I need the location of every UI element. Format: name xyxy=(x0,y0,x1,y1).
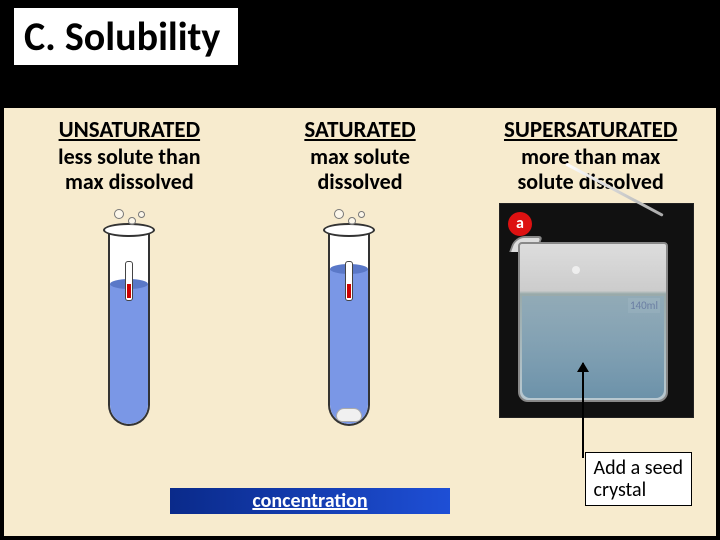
col-desc-saturated-2: dissolved xyxy=(253,169,468,194)
col-desc-supersaturated-2: solute dissolved xyxy=(483,169,698,194)
col-supersaturated: SUPERSATURATED more than max solute diss… xyxy=(475,116,706,195)
beaker-photo: a 140ml xyxy=(499,203,694,418)
concentration-label: concentration xyxy=(252,489,367,513)
seed-crystal-label: Add a seed crystal xyxy=(585,452,692,506)
badge-a-icon: a xyxy=(508,212,532,236)
col-desc-unsaturated-2: max dissolved xyxy=(22,169,237,194)
bubbles-icon xyxy=(108,209,148,235)
col-unsaturated: UNSATURATED less solute than max dissolv… xyxy=(14,116,245,195)
slide-title-bg: C. Solubility xyxy=(14,8,238,65)
col-desc-supersaturated-1: more than max xyxy=(483,144,698,169)
tube-saturated-icon xyxy=(320,213,378,428)
needle-tip-icon xyxy=(572,266,580,274)
sediment-icon xyxy=(336,408,362,422)
col-title-supersaturated: SUPERSATURATED xyxy=(483,116,698,144)
beaker-icon: 140ml xyxy=(518,242,668,402)
tube-unsaturated-icon xyxy=(100,213,158,428)
col-saturated: SATURATED max solute dissolved xyxy=(245,116,476,195)
tube-body-icon xyxy=(108,231,150,426)
arrow-icon xyxy=(582,363,584,458)
tube-saturated-wrap xyxy=(234,213,464,463)
liquid-unsaturated xyxy=(110,284,148,424)
columns-row: UNSATURATED less solute than max dissolv… xyxy=(4,108,716,195)
col-title-unsaturated: UNSATURATED xyxy=(22,116,237,144)
col-desc-unsaturated-1: less solute than xyxy=(22,144,237,169)
slide-title: C. Solubility xyxy=(24,12,228,61)
tube-body-icon xyxy=(328,231,370,426)
seed-crystal-line2: crystal xyxy=(594,479,683,501)
beaker-bg: a 140ml xyxy=(499,203,694,418)
illustrations-row: a 140ml xyxy=(4,213,716,463)
concentration-bar: concentration xyxy=(170,488,450,514)
content-area: UNSATURATED less solute than max dissolv… xyxy=(4,108,716,536)
bubbles-icon xyxy=(328,209,368,235)
thermometer-icon xyxy=(345,261,353,301)
col-desc-saturated-1: max solute xyxy=(253,144,468,169)
col-title-saturated: SATURATED xyxy=(253,116,468,144)
thermometer-icon xyxy=(125,261,133,301)
beaker-water-icon xyxy=(522,296,664,398)
slide-container: C. Solubility UNSATURATED less solute th… xyxy=(0,0,720,540)
tube-unsaturated-wrap xyxy=(24,213,234,463)
seed-crystal-line1: Add a seed xyxy=(594,457,683,479)
